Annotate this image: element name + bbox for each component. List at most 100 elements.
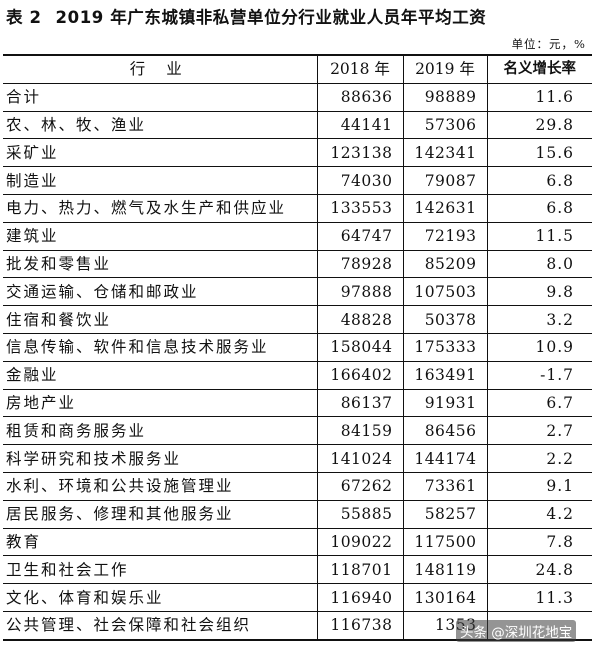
- table-row: 卫生和社会工作 118701 148119 24.8: [3, 555, 592, 584]
- industry-cell: 建筑业: [6, 227, 59, 246]
- wage-2019-cell: 79087: [402, 166, 487, 195]
- table-row: 建筑业 64747 72193 11.5: [3, 222, 592, 251]
- wage-2018-cell: 116940: [316, 583, 403, 612]
- wage-2019-cell: 58257: [402, 500, 487, 529]
- wage-2018-cell: 67262: [316, 472, 403, 501]
- wage-2019-cell: 142341: [402, 138, 487, 167]
- growth-rate-cell: 6.8: [486, 194, 592, 223]
- industry-cell: 房地产业: [6, 393, 77, 412]
- table-row: 采矿业 123138 142341 15.6: [3, 138, 592, 167]
- wage-2018-cell: 86137: [316, 389, 403, 417]
- wage-2018-cell: 133553: [316, 194, 403, 223]
- wage-2019-cell: 72193: [402, 222, 487, 251]
- growth-rate-cell: 9.1: [486, 472, 592, 501]
- table-row: 合计 88636 98889 11.6: [3, 83, 592, 112]
- wage-2019-cell: 98889: [402, 83, 487, 112]
- wage-2018-cell: 166402: [316, 361, 403, 390]
- growth-rate-cell: 10.9: [486, 333, 592, 362]
- growth-rate-cell: 7.8: [486, 528, 592, 556]
- wage-2019-cell: 142631: [402, 194, 487, 223]
- growth-rate-cell: 24.8: [486, 555, 592, 584]
- wage-table: 行 业 2018 年 2019 年 名义增长率 合计 88636 98889 11.6…: [3, 54, 592, 641]
- industry-cell: 居民服务、修理和其他服务业: [6, 505, 234, 524]
- watermark: 头条 @深圳花地宝: [456, 620, 577, 642]
- industry-cell: 农、林、牧、渔业: [6, 115, 147, 134]
- table-row: 房地产业 86137 91931 6.7: [3, 389, 592, 417]
- wage-2018-cell: 84159: [316, 416, 403, 445]
- industry-cell: 采矿业: [6, 143, 59, 162]
- growth-rate-cell: 2.2: [486, 444, 592, 473]
- table-row: 居民服务、修理和其他服务业 55885 58257 4.2: [3, 500, 592, 529]
- wage-2018-cell: 109022: [316, 528, 403, 556]
- wage-2018-cell: 116738: [316, 611, 403, 640]
- wage-2018-cell: 74030: [316, 166, 403, 195]
- industry-cell: 文化、体育和娱乐业: [6, 588, 164, 607]
- table-row: 交通运输、仓储和邮政业 97888 107503 9.8: [3, 277, 592, 306]
- wage-2018-cell: 44141: [316, 111, 403, 139]
- growth-rate-cell: 2.7: [486, 416, 592, 445]
- table-row: 租赁和商务服务业 84159 86456 2.7: [3, 416, 592, 445]
- growth-rate-cell: 15.6: [486, 138, 592, 167]
- growth-rate-cell: -1.7: [486, 361, 592, 390]
- wage-2018-cell: 78928: [316, 250, 403, 278]
- table-title-text: 2019 年广东城镇非私营单位分行业就业人员年平均工资: [55, 8, 487, 27]
- table-row: 信息传输、软件和信息技术服务业 158044 175333 10.9: [3, 333, 592, 362]
- wage-2018-cell: 118701: [316, 555, 403, 584]
- industry-cell: 合计: [6, 88, 42, 107]
- growth-rate-cell: 4.2: [486, 500, 592, 529]
- wage-2019-cell: 85209: [402, 250, 487, 278]
- industry-cell: 卫生和社会工作: [6, 560, 129, 579]
- industry-cell: 教育: [6, 532, 42, 551]
- wage-2019-cell: 175333: [402, 333, 487, 362]
- table-title: 表 2 2019 年广东城镇非私营单位分行业就业人员年平均工资: [6, 4, 486, 28]
- wage-2018-cell: 55885: [316, 500, 403, 529]
- wage-2019-cell: 130164: [402, 583, 487, 612]
- wage-2018-cell: 64747: [316, 222, 403, 251]
- table-row: 文化、体育和娱乐业 116940 130164 11.3: [3, 583, 592, 612]
- growth-rate-cell: 9.8: [486, 277, 592, 306]
- growth-rate-cell: 11.3: [486, 583, 592, 612]
- industry-cell: 电力、热力、燃气及水生产和供应业: [6, 199, 287, 218]
- wage-2018-cell: 158044: [316, 333, 403, 362]
- table-row: 住宿和餐饮业 48828 50378 3.2: [3, 305, 592, 334]
- table-number: 表 2: [6, 8, 42, 27]
- table-row: 电力、热力、燃气及水生产和供应业 133553 142631 6.8: [3, 194, 592, 223]
- growth-rate-cell: 29.8: [486, 111, 592, 139]
- wage-2019-cell: 91931: [402, 389, 487, 417]
- unit-note: 单位：元，%: [511, 37, 586, 51]
- wage-2019-cell: 50378: [402, 305, 487, 334]
- wage-2019-cell: 163491: [402, 361, 487, 390]
- header-growth: 名义增长率: [486, 55, 592, 84]
- table-row: 制造业 74030 79087 6.8: [3, 166, 592, 195]
- wage-2019-cell: 148119: [402, 555, 487, 584]
- wage-2018-cell: 123138: [316, 138, 403, 167]
- growth-rate-cell: 11.5: [486, 222, 592, 251]
- industry-cell: 住宿和餐饮业: [6, 310, 112, 329]
- table-row: 金融业 166402 163491 -1.7: [3, 361, 592, 390]
- industry-cell: 水利、环境和公共设施管理业: [6, 477, 234, 496]
- table-row: 农、林、牧、渔业 44141 57306 29.8: [3, 111, 592, 139]
- industry-cell: 制造业: [6, 171, 59, 190]
- growth-rate-cell: 6.7: [486, 389, 592, 417]
- wage-2019-cell: 117500: [402, 528, 487, 556]
- table-row: 科学研究和技术服务业 141024 144174 2.2: [3, 444, 592, 473]
- growth-rate-cell: 3.2: [486, 305, 592, 334]
- table-row: 水利、环境和公共设施管理业 67262 73361 9.1: [3, 472, 592, 501]
- header-2019: 2019 年: [402, 55, 487, 84]
- growth-rate-cell: 8.0: [486, 250, 592, 278]
- industry-cell: 信息传输、软件和信息技术服务业: [6, 338, 269, 357]
- header-row: 行 业 2018 年 2019 年 名义增长率: [3, 55, 592, 84]
- industry-cell: 公共管理、社会保障和社会组织: [6, 616, 252, 635]
- wage-2019-cell: 107503: [402, 277, 487, 306]
- wage-2018-cell: 97888: [316, 277, 403, 306]
- wage-2018-cell: 88636: [316, 83, 403, 112]
- header-2018: 2018 年: [316, 55, 403, 84]
- industry-cell: 金融业: [6, 366, 59, 385]
- header-industry: 行 业: [129, 60, 190, 79]
- table-row: 教育 109022 117500 7.8: [3, 528, 592, 556]
- wage-2019-cell: 73361: [402, 472, 487, 501]
- growth-rate-cell: 11.6: [486, 83, 592, 112]
- wage-2018-cell: 141024: [316, 444, 403, 473]
- table-row: 批发和零售业 78928 85209 8.0: [3, 250, 592, 278]
- industry-cell: 租赁和商务服务业: [6, 421, 147, 440]
